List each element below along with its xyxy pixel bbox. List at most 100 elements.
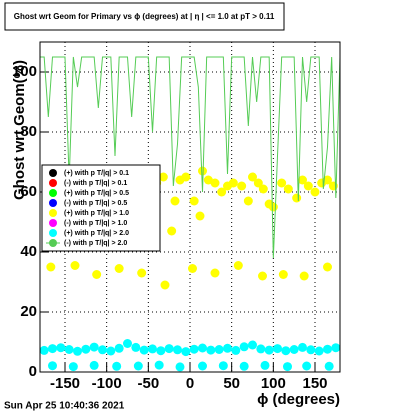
- data-point: [206, 345, 216, 355]
- legend-marker: [49, 229, 57, 237]
- data-point: [302, 361, 312, 371]
- data-point: [210, 268, 220, 278]
- data-point: [188, 264, 197, 273]
- legend-label: (-) with p T/|q| > 2.0: [64, 240, 127, 247]
- data-point: [48, 361, 57, 371]
- data-point: [106, 346, 116, 356]
- data-point: [48, 344, 57, 354]
- data-point: [181, 172, 191, 182]
- y-tick-label: 40: [20, 243, 37, 260]
- data-point: [92, 270, 102, 279]
- legend-marker: [49, 189, 57, 197]
- title-box: [4, 2, 285, 31]
- x-tick-label: -150: [50, 375, 80, 392]
- legend-marker: [49, 209, 57, 217]
- data-point: [331, 343, 341, 353]
- data-point: [148, 344, 157, 354]
- legend-label: (-) with p T/|q| > 1.0: [64, 220, 127, 227]
- data-point: [283, 362, 292, 372]
- data-point: [167, 226, 177, 236]
- data-point: [133, 361, 143, 371]
- data-point: [64, 345, 74, 354]
- y-tick-label: 0: [29, 363, 37, 380]
- data-point: [281, 346, 291, 356]
- data-point: [228, 178, 238, 188]
- data-point: [68, 362, 78, 372]
- data-point: [289, 345, 299, 354]
- data-point: [175, 362, 185, 372]
- data-point: [46, 262, 56, 272]
- legend-label: (+) with p T/|q| > 2.0: [64, 230, 129, 237]
- x-tick-label: 50: [223, 375, 240, 392]
- data-point: [239, 342, 249, 352]
- data-point: [292, 193, 302, 203]
- legend-label: (-) with p T/|q| > 0.1: [64, 180, 127, 187]
- data-point: [98, 345, 107, 355]
- data-point: [323, 175, 332, 185]
- data-point: [81, 344, 91, 354]
- y-tick-label: 60: [20, 183, 37, 200]
- x-tick-label: 150: [302, 375, 327, 392]
- y-tick-label: 80: [20, 123, 37, 140]
- legend-marker: [49, 239, 57, 247]
- data-point: [273, 344, 282, 354]
- data-point: [243, 196, 253, 206]
- data-point: [170, 196, 180, 206]
- data-point: [89, 342, 99, 352]
- data-point: [89, 360, 99, 370]
- data-point: [217, 187, 227, 197]
- data-point: [303, 181, 313, 191]
- data-point: [198, 343, 207, 353]
- chart-title: Ghost wrt Geom for Primary vs ϕ (degrees…: [14, 12, 275, 21]
- data-point: [114, 264, 124, 273]
- data-point: [283, 184, 293, 194]
- data-point: [299, 271, 309, 281]
- legend-marker: [49, 169, 57, 177]
- data-point: [231, 345, 241, 355]
- data-point: [324, 361, 334, 371]
- data-point: [181, 347, 191, 357]
- data-point: [237, 181, 247, 191]
- data-point: [256, 344, 266, 354]
- data-point: [277, 178, 287, 188]
- data-point: [306, 345, 316, 355]
- data-point: [158, 172, 168, 182]
- plot-frame: [39, 41, 341, 373]
- data-point: [248, 340, 257, 350]
- data-point: [239, 361, 249, 371]
- data-point: [323, 262, 332, 272]
- data-point: [268, 202, 278, 212]
- data-point: [112, 361, 122, 371]
- data-point: [210, 178, 220, 188]
- legend-label: (+) with p T/|q| > 0.1: [64, 170, 129, 177]
- data-point: [139, 345, 149, 355]
- data-point: [195, 211, 205, 221]
- data-point: [137, 268, 147, 278]
- data-point: [156, 346, 166, 356]
- x-axis-label: ϕ (degrees): [257, 391, 340, 408]
- data-point: [164, 344, 174, 354]
- data-point: [264, 345, 274, 355]
- data-point: [160, 280, 170, 290]
- legend-box: [41, 164, 161, 252]
- data-point: [223, 343, 232, 353]
- x-tick-label: -100: [92, 375, 122, 392]
- data-point: [154, 360, 164, 370]
- data-point: [198, 166, 207, 176]
- data-point: [218, 361, 228, 371]
- series-line: [40, 56, 341, 259]
- timestamp: Sun Apr 25 10:40:36 2021: [4, 401, 125, 412]
- data-point: [298, 342, 307, 352]
- data-point: [173, 345, 182, 355]
- x-tick-label: 100: [261, 375, 286, 392]
- data-point: [56, 343, 66, 353]
- data-point: [323, 344, 332, 354]
- data-point: [114, 343, 124, 353]
- data-point: [260, 360, 270, 370]
- data-point: [214, 345, 224, 354]
- data-point: [258, 184, 268, 194]
- data-point: [253, 178, 263, 188]
- data-point: [189, 344, 199, 354]
- legend-marker: [49, 219, 57, 227]
